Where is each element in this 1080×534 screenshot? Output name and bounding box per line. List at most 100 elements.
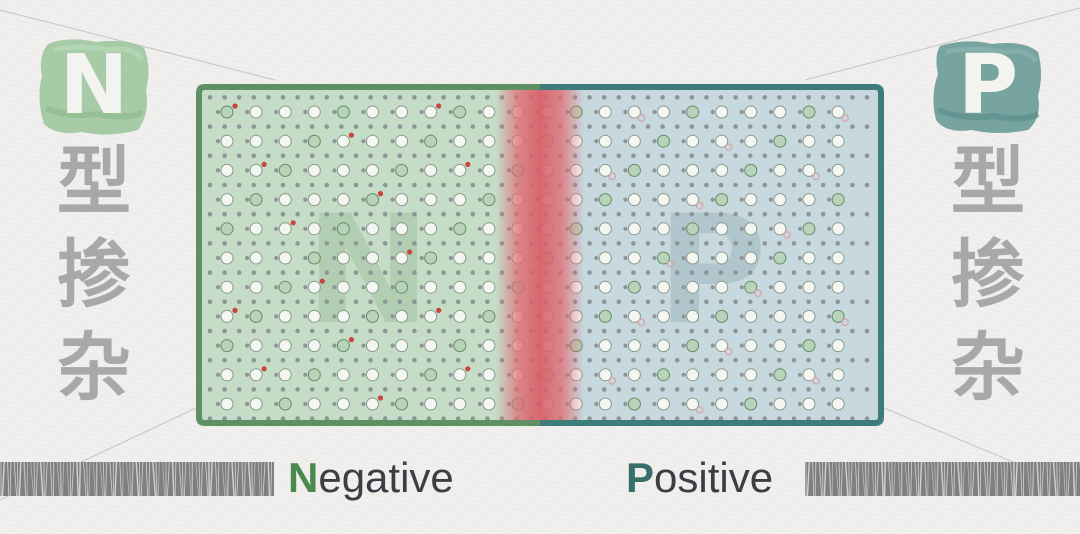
bond-dot xyxy=(215,401,221,407)
bond-dot xyxy=(397,124,403,129)
atom xyxy=(336,309,350,323)
bond-dot xyxy=(274,314,279,319)
bond-dot xyxy=(274,401,279,407)
bond-dot xyxy=(864,211,870,217)
bond-dot xyxy=(791,387,797,392)
negative-rest: egative xyxy=(318,454,454,501)
bond-dot xyxy=(652,314,657,319)
atom xyxy=(598,105,612,119)
atom xyxy=(307,134,321,148)
bond-dot xyxy=(733,416,738,421)
bond-dot xyxy=(689,124,695,129)
atom xyxy=(336,163,350,177)
bond-dot xyxy=(850,211,855,217)
atom xyxy=(278,280,292,294)
atom xyxy=(686,397,700,411)
bond-dot xyxy=(674,387,680,392)
bond-dot xyxy=(791,241,797,246)
bond-dot xyxy=(587,416,592,421)
bond-dot xyxy=(777,328,782,334)
bond-dot xyxy=(426,182,432,188)
bond-dot xyxy=(339,328,344,334)
bond-dot xyxy=(827,139,832,144)
bond-dot xyxy=(448,372,453,377)
bond-dot xyxy=(419,314,424,319)
bond-dot xyxy=(266,95,271,100)
atom xyxy=(831,339,845,353)
bond-dot xyxy=(623,372,628,377)
atom xyxy=(744,397,758,411)
bond-dot xyxy=(324,182,330,188)
bond-dot xyxy=(368,241,373,246)
bond-dot xyxy=(455,95,461,100)
atom xyxy=(657,105,670,119)
bond-dot xyxy=(820,299,826,305)
bond-dot xyxy=(295,270,300,275)
bond-dot xyxy=(835,153,841,159)
bond-dot xyxy=(274,285,279,290)
bond-dot xyxy=(353,95,359,100)
bond-dot xyxy=(710,343,715,348)
bond-dot xyxy=(631,153,636,159)
bond-dot xyxy=(739,372,744,377)
bond-dot xyxy=(689,211,695,217)
bond-dot xyxy=(631,270,636,275)
bond-dot xyxy=(797,197,803,202)
bond-dot xyxy=(215,285,221,290)
atom xyxy=(802,339,816,353)
atom xyxy=(657,134,670,148)
bond-dot xyxy=(303,139,308,144)
atom xyxy=(278,134,292,148)
bond-dot xyxy=(339,357,344,363)
bond-dot xyxy=(791,211,797,217)
bond-dot xyxy=(718,387,724,392)
bond-dot xyxy=(332,226,337,231)
bond-dot xyxy=(733,387,738,392)
atom xyxy=(744,280,758,294)
bond-dot xyxy=(820,153,826,159)
bond-dot xyxy=(616,211,622,217)
atom xyxy=(424,339,438,353)
bond-dot xyxy=(382,124,388,129)
bond-dot xyxy=(710,109,715,115)
bond-dot xyxy=(332,372,337,377)
bond-dot xyxy=(689,387,695,392)
atom xyxy=(453,105,467,119)
bond-dot xyxy=(280,211,286,217)
atom xyxy=(715,163,729,177)
hole xyxy=(666,260,675,268)
bond-dot xyxy=(412,124,417,129)
atom xyxy=(744,193,758,207)
bond-dot xyxy=(303,314,308,319)
atom xyxy=(627,309,641,323)
bond-dot xyxy=(747,95,753,100)
atom xyxy=(424,163,438,177)
bond-dot xyxy=(485,124,490,129)
bond-dot xyxy=(441,270,446,275)
bond-dot xyxy=(674,153,680,159)
bond-dot xyxy=(245,372,250,377)
bond-dot xyxy=(295,357,300,363)
bond-dot xyxy=(739,314,744,319)
bond-dot xyxy=(791,270,797,275)
atom xyxy=(686,368,700,382)
bond-dot xyxy=(777,95,782,100)
bond-dot xyxy=(747,270,753,275)
bond-dot xyxy=(747,124,753,129)
bond-dot xyxy=(390,314,395,319)
bond-dot xyxy=(768,168,774,173)
bond-dot xyxy=(477,285,482,290)
bond-dot xyxy=(777,211,782,217)
bond-dot xyxy=(660,241,665,246)
bond-dot xyxy=(806,299,811,305)
bond-dot xyxy=(397,270,403,275)
bond-dot xyxy=(485,357,490,363)
bond-dot xyxy=(689,299,695,305)
bond-dot xyxy=(266,387,271,392)
hole xyxy=(608,376,617,385)
bond-dot xyxy=(274,255,279,261)
atom xyxy=(686,105,700,119)
bond-dot xyxy=(747,299,753,305)
hole xyxy=(812,172,820,181)
n-type-doping-label: N 型 掺 杂 xyxy=(38,38,150,415)
